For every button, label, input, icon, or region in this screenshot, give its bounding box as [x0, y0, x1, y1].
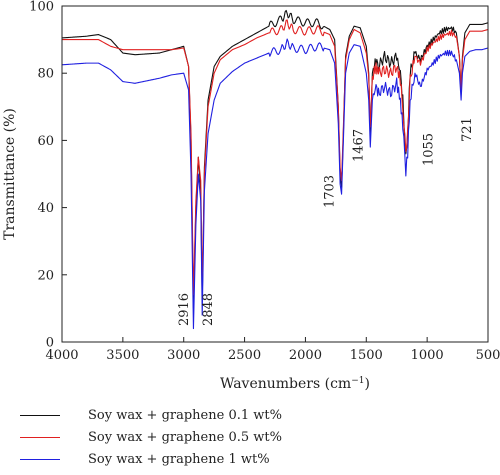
legend-label: Soy wax + graphene 1 wt%: [88, 451, 270, 467]
x-tick-label: 2000: [289, 348, 322, 363]
ticks-layer: 4000 3500 3000 2500 2000 1500 1000 500 0 20 40 60 80…: [29, 0, 500, 363]
y-tick-label: 80: [37, 67, 54, 82]
x-axis-title-end: ): [365, 376, 370, 392]
peak-label: 721: [460, 117, 475, 142]
series-line: [62, 19, 489, 296]
y-tick-label: 20: [37, 268, 54, 283]
y-tick-label: 40: [37, 201, 54, 216]
x-tick-label: 1000: [411, 348, 444, 363]
x-axis-title-main: Wavenumbers (cm: [220, 376, 351, 392]
legend-label: Soy wax + graphene 0.5 wt%: [88, 429, 282, 445]
annotation-layer: 2916 2848 1703 1467 1055 721: [177, 117, 475, 326]
x-tick-label: 1500: [350, 348, 383, 363]
legend-item: Soy wax + graphene 0.5 wt%: [20, 426, 282, 448]
legend-label: Soy wax + graphene 0.1 wt%: [88, 407, 282, 423]
x-axis-title: Wavenumbers (cm−1): [220, 376, 370, 392]
legend-swatch: [20, 414, 60, 416]
y-tick-label: 60: [37, 134, 54, 149]
peak-label: 1467: [351, 129, 366, 162]
legend-swatch: [20, 458, 60, 460]
peak-label: 1703: [323, 175, 338, 208]
legend: Soy wax + graphene 0.1 wt% Soy wax + gra…: [20, 404, 282, 470]
peak-label: 2848: [201, 293, 216, 326]
series-line: [61, 9, 489, 309]
x-tick-label: 3500: [106, 348, 139, 363]
y-axis-title: Transmittance (%): [2, 108, 18, 240]
plot-frame: [61, 5, 489, 343]
peak-label: 2916: [177, 293, 192, 326]
series-layer: [61, 9, 489, 330]
peak-label: 1055: [421, 133, 436, 166]
series-line: [61, 38, 489, 330]
x-tick-label: 4000: [45, 348, 78, 363]
legend-swatch: [20, 436, 60, 438]
ftir-chart: 4000 3500 3000 2500 2000 1500 1000 500 0 20 40 60 80…: [2, 0, 500, 392]
legend-item: Soy wax + graphene 1 wt%: [20, 448, 282, 470]
y-tick-label: 100: [29, 0, 54, 15]
y-tick-label: 0: [46, 336, 54, 351]
x-tick-label: 3000: [167, 348, 200, 363]
x-tick-label: 500: [476, 348, 500, 363]
legend-item: Soy wax + graphene 0.1 wt%: [20, 404, 282, 426]
x-tick-label: 2500: [228, 348, 261, 363]
x-axis-title-sup: −1: [351, 376, 364, 386]
